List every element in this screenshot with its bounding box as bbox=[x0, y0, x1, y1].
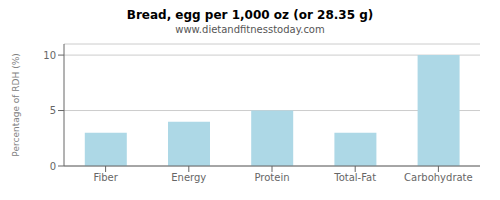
svg-text:10: 10 bbox=[43, 50, 56, 61]
svg-text:Carbohydrate: Carbohydrate bbox=[404, 172, 473, 183]
svg-text:Total-Fat: Total-Fat bbox=[333, 172, 376, 183]
svg-text:Percentage of RDH (%): Percentage of RDH (%) bbox=[11, 53, 21, 156]
html-text:www.dietandfitnesstoday.com: www.dietandfitnesstoday.com bbox=[175, 24, 325, 35]
svg-text:5: 5 bbox=[50, 105, 56, 116]
html-text:Bread, egg per 1,000 oz (or 28: Bread, egg per 1,000 oz (or 28.35 g) bbox=[126, 8, 374, 22]
svg-text:0: 0 bbox=[50, 161, 56, 172]
svg-text:Energy: Energy bbox=[171, 172, 206, 183]
svg-text:Protein: Protein bbox=[254, 172, 289, 183]
svg-text:Fiber: Fiber bbox=[93, 172, 118, 183]
